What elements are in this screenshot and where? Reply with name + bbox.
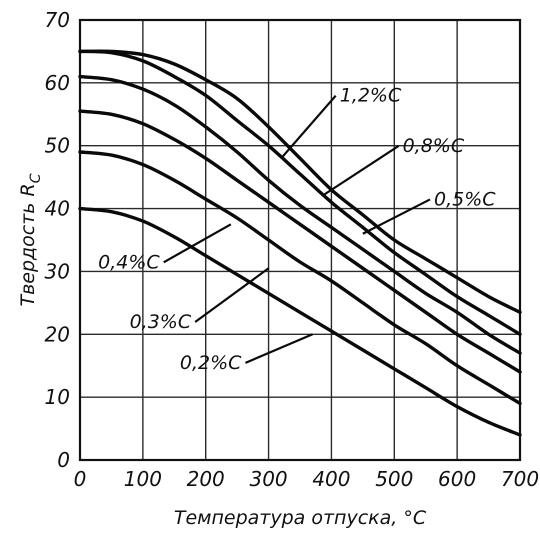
y-tick-label: 70 [45,8,70,32]
y-axis-ticks: 0 10 20 30 40 50 60 70 [45,8,70,472]
label-leader-line [321,145,400,197]
series-labels: 1,2%C 0,8%C 0,5%C 0,4%C 0,3%C 0,2%C [98,85,496,374]
x-tick-label: 100 [124,467,162,491]
series-label: 0,4%C [98,251,160,273]
x-tick-label: 300 [249,467,287,491]
plot-frame [78,18,522,462]
series-label: 1,2%C [340,85,402,107]
x-tick-label: 200 [187,467,225,491]
x-axis-title: Температура отпуска, °C [174,507,427,529]
series-label: 0,5%C [434,188,496,210]
curve-1-2-ccarbon [78,49,522,314]
label-leader-line [362,198,431,235]
curve-0-3-ccarbon [78,150,522,406]
x-tick-label: 600 [438,467,476,491]
curve-0-4-ccarbon [78,109,522,374]
y-tick-label: 30 [45,259,70,283]
label-leader-line [280,94,337,160]
x-tick-label: 0 [74,467,87,491]
series-label: 0,2%C [180,352,242,374]
hardness-curves [78,49,522,437]
x-axis-ticks: 0 100 200 300 400 500 600 700 [74,467,539,491]
y-tick-label: 0 [57,448,70,472]
grid [79,19,521,461]
label-leader-line [244,333,314,364]
label-leader-line [163,223,232,264]
x-tick-label: 400 [312,467,350,491]
curve-0-8-ccarbon [78,49,522,336]
y-tick-label: 50 [45,134,70,158]
x-tick-label: 700 [501,467,539,491]
y-tick-label: 60 [45,71,70,95]
x-tick-label: 500 [375,467,413,491]
series-label: 0,3%C [130,311,192,333]
curve-0-5-ccarbon [78,74,522,355]
series-label: 0,8%C [403,135,465,157]
y-tick-label: 40 [45,197,70,221]
y-tick-label: 10 [45,385,70,409]
y-tick-label: 20 [45,322,70,346]
y-axis-title: Твердость RC [17,173,44,306]
curve-0-2-ccarbon [78,206,522,437]
label-leader-line [194,267,270,323]
